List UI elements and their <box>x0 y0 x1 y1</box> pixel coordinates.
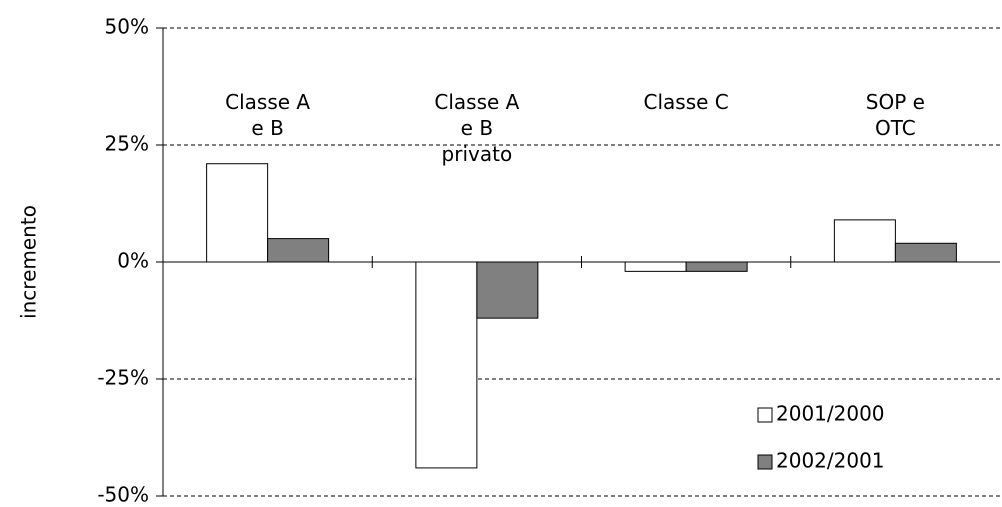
bar <box>415 261 478 469</box>
legend-swatch <box>757 407 773 423</box>
y-tick-label: 50% <box>105 15 149 39</box>
y-axis-title: incremento <box>17 205 41 319</box>
legend-label: 2001/2000 <box>776 402 885 426</box>
bar <box>476 261 539 319</box>
category-label: Classe C <box>644 90 729 114</box>
category-label: SOP e OTC <box>866 90 925 140</box>
bar <box>894 242 957 263</box>
legend-swatch <box>757 454 773 470</box>
bar <box>833 219 896 263</box>
bar <box>624 261 687 272</box>
legend-label: 2002/2001 <box>776 449 885 473</box>
y-tick-label: 25% <box>105 132 149 156</box>
y-tick-label: -50% <box>97 483 149 507</box>
y-tick-label: -25% <box>97 366 149 390</box>
y-tick-label: 0% <box>117 249 149 273</box>
bar <box>685 261 748 272</box>
bar <box>267 238 330 263</box>
bar <box>206 163 269 263</box>
